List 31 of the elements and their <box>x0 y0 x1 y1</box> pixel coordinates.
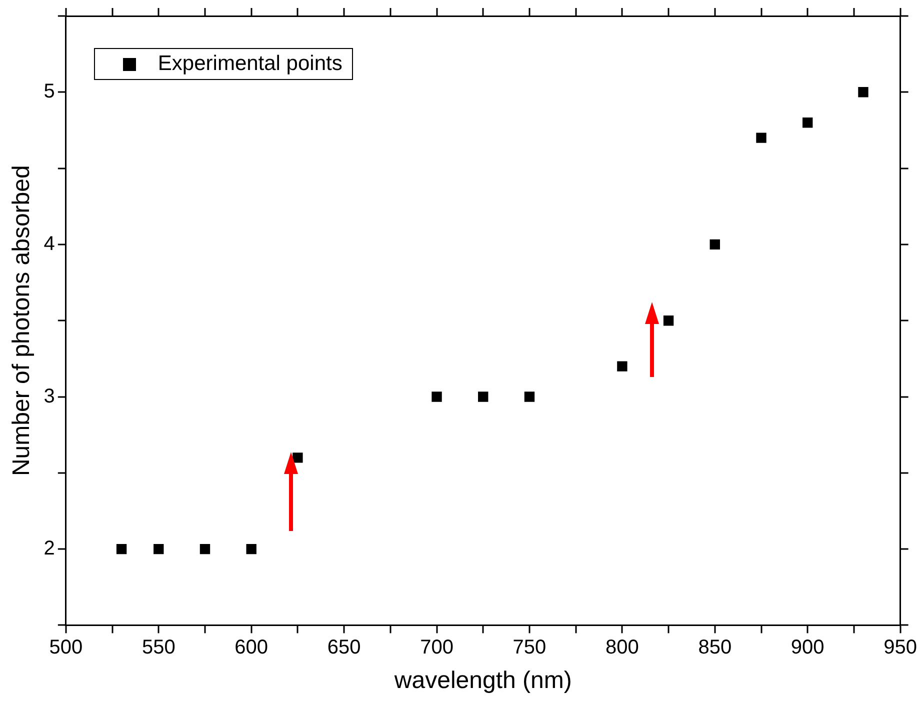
x-tick-label: 950 <box>884 636 918 659</box>
legend-label: Experimental points <box>158 52 342 76</box>
x-tick-label: 550 <box>142 636 176 659</box>
y-tick-label: 2 <box>44 538 55 560</box>
y-tick-label: 4 <box>44 232 55 255</box>
x-tick-label: 500 <box>49 636 83 659</box>
x-tick-label: 800 <box>605 636 639 659</box>
x-axis-title: wavelength (nm) <box>393 667 572 694</box>
point <box>524 392 535 402</box>
point <box>617 361 628 372</box>
y-tick-label: 3 <box>44 385 55 408</box>
point <box>116 544 127 554</box>
x-tick-label: 600 <box>234 636 268 659</box>
x-tick-label: 750 <box>512 636 546 659</box>
point <box>663 316 674 326</box>
x-tick-label: 850 <box>698 636 732 659</box>
point <box>246 544 256 554</box>
y-tick-label: 5 <box>44 80 55 103</box>
x-tick-label: 700 <box>420 636 454 659</box>
point <box>478 392 488 402</box>
point <box>292 452 303 463</box>
x-tick-label: 900 <box>790 636 824 659</box>
x-tick-label: 650 <box>327 636 361 659</box>
point <box>756 132 766 143</box>
point <box>154 544 164 554</box>
y-axis-title: Number of photons absorbed <box>8 165 36 476</box>
point <box>200 544 210 554</box>
point <box>710 239 720 250</box>
point <box>802 118 813 128</box>
point <box>858 87 868 98</box>
point <box>432 392 442 402</box>
